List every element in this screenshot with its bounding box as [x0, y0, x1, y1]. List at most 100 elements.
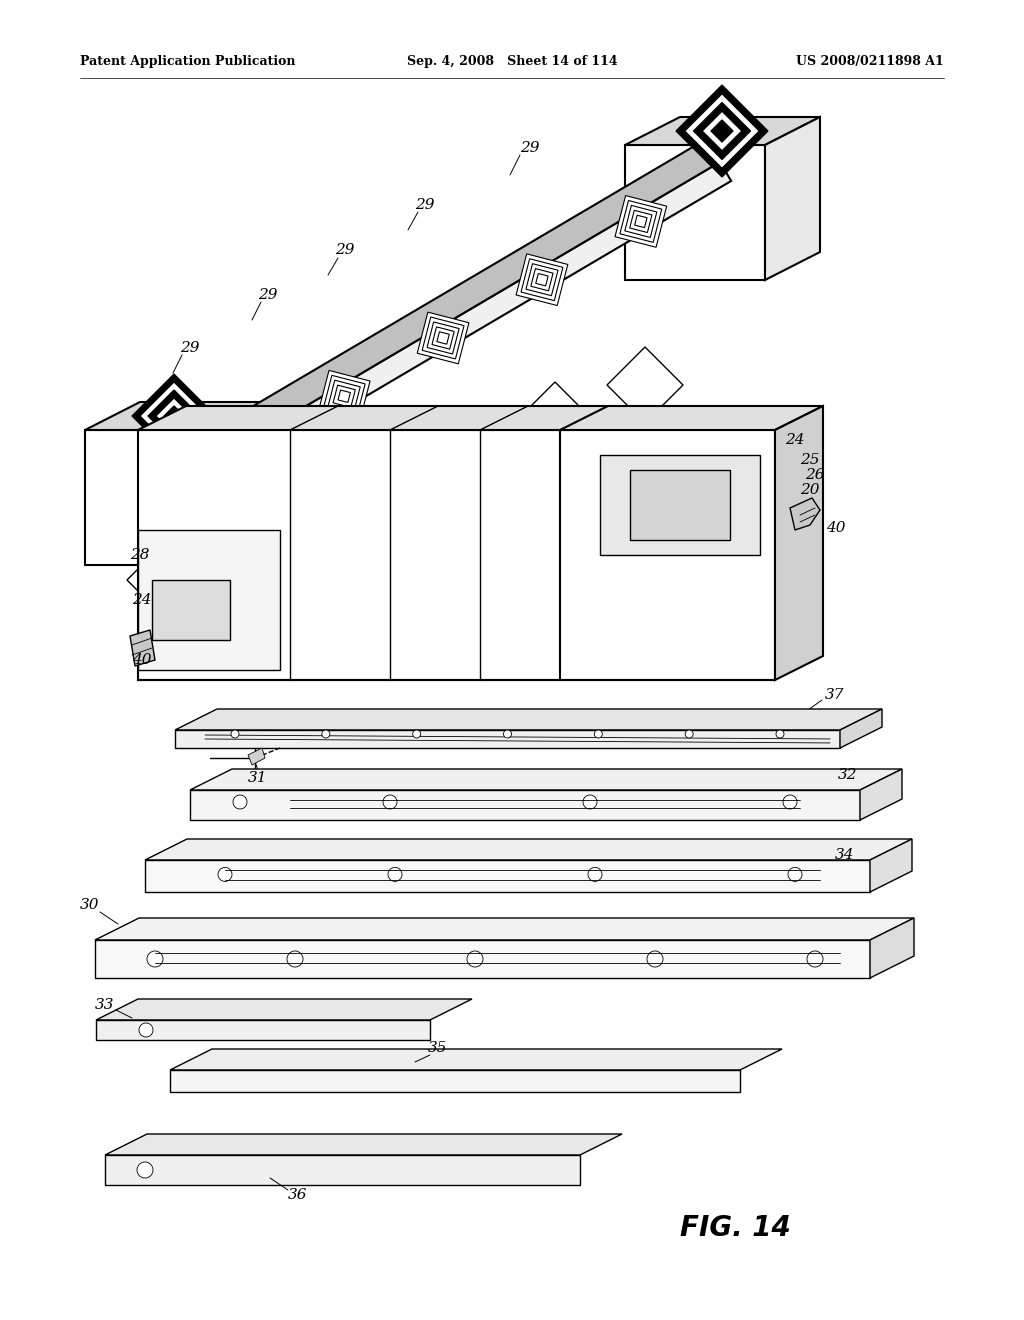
Polygon shape [870, 917, 914, 978]
Text: 26: 26 [805, 469, 824, 482]
Polygon shape [333, 385, 355, 408]
Text: 40: 40 [826, 521, 846, 535]
Text: 25: 25 [800, 453, 820, 467]
Circle shape [218, 867, 232, 882]
Polygon shape [607, 347, 683, 422]
Polygon shape [240, 449, 252, 461]
Polygon shape [105, 1134, 622, 1155]
Polygon shape [432, 327, 455, 348]
Polygon shape [85, 403, 265, 430]
Text: 29: 29 [520, 141, 540, 154]
Circle shape [647, 950, 663, 968]
Polygon shape [318, 371, 370, 422]
Circle shape [233, 795, 247, 809]
Circle shape [504, 730, 512, 738]
Polygon shape [790, 498, 820, 531]
Polygon shape [170, 1071, 740, 1092]
Polygon shape [175, 730, 840, 748]
Polygon shape [693, 103, 751, 160]
Polygon shape [96, 1020, 430, 1040]
Polygon shape [615, 195, 667, 247]
Polygon shape [620, 201, 662, 243]
Circle shape [139, 1023, 153, 1038]
Text: 28: 28 [130, 548, 150, 562]
Polygon shape [536, 273, 548, 286]
Polygon shape [702, 111, 741, 150]
Polygon shape [170, 1049, 782, 1071]
Polygon shape [130, 630, 155, 667]
Circle shape [783, 795, 797, 809]
Circle shape [147, 950, 163, 968]
Text: 35: 35 [428, 1041, 447, 1055]
Polygon shape [775, 407, 823, 680]
Text: 31: 31 [248, 771, 267, 785]
Text: 29: 29 [416, 198, 435, 213]
Polygon shape [138, 531, 280, 671]
Circle shape [322, 730, 330, 738]
Polygon shape [417, 312, 469, 364]
Polygon shape [190, 770, 902, 789]
Circle shape [388, 867, 402, 882]
Polygon shape [324, 375, 366, 417]
Polygon shape [625, 145, 765, 280]
Polygon shape [338, 389, 350, 403]
Polygon shape [132, 374, 216, 458]
Text: US 2008/0211898 A1: US 2008/0211898 A1 [797, 55, 944, 69]
Text: 33: 33 [95, 998, 115, 1012]
Circle shape [413, 730, 421, 738]
Text: 29: 29 [335, 243, 354, 257]
Polygon shape [96, 999, 472, 1020]
Polygon shape [328, 380, 360, 412]
Polygon shape [322, 462, 398, 539]
Polygon shape [127, 543, 203, 618]
Text: 24: 24 [132, 593, 152, 607]
Circle shape [807, 950, 823, 968]
Polygon shape [155, 162, 731, 513]
Circle shape [467, 950, 483, 968]
Polygon shape [427, 322, 459, 354]
Polygon shape [517, 381, 593, 458]
Text: 32: 32 [839, 768, 858, 781]
Polygon shape [422, 317, 464, 359]
Polygon shape [526, 264, 558, 296]
Polygon shape [635, 215, 647, 227]
Polygon shape [711, 120, 733, 143]
Polygon shape [152, 579, 230, 640]
Text: Sep. 4, 2008   Sheet 14 of 114: Sep. 4, 2008 Sheet 14 of 114 [407, 55, 617, 69]
Text: 37: 37 [825, 688, 845, 702]
Polygon shape [85, 430, 210, 565]
Polygon shape [229, 438, 261, 470]
Polygon shape [224, 433, 266, 475]
Text: 30: 30 [80, 898, 99, 912]
Text: FIG. 14: FIG. 14 [680, 1214, 791, 1242]
Polygon shape [145, 861, 870, 892]
Polygon shape [765, 117, 820, 280]
Polygon shape [145, 840, 912, 861]
Text: 36: 36 [288, 1188, 308, 1203]
Polygon shape [630, 470, 730, 540]
Polygon shape [175, 709, 882, 730]
Polygon shape [156, 397, 193, 434]
Polygon shape [600, 455, 760, 554]
Polygon shape [234, 444, 256, 466]
Text: 40: 40 [132, 653, 152, 667]
Circle shape [231, 730, 239, 738]
Polygon shape [138, 430, 775, 680]
Text: 34: 34 [836, 847, 855, 862]
Polygon shape [625, 206, 656, 238]
Text: Patent Application Publication: Patent Application Publication [80, 55, 296, 69]
Polygon shape [143, 139, 720, 495]
Circle shape [383, 795, 397, 809]
Polygon shape [840, 709, 882, 748]
Text: 29: 29 [180, 341, 200, 355]
Circle shape [776, 730, 784, 738]
Text: 20: 20 [800, 483, 820, 498]
Circle shape [287, 950, 303, 968]
Text: 29: 29 [258, 288, 278, 302]
Polygon shape [417, 422, 493, 498]
Polygon shape [95, 917, 914, 940]
Polygon shape [227, 502, 303, 578]
Polygon shape [248, 748, 265, 766]
Circle shape [588, 867, 602, 882]
Polygon shape [140, 381, 208, 450]
